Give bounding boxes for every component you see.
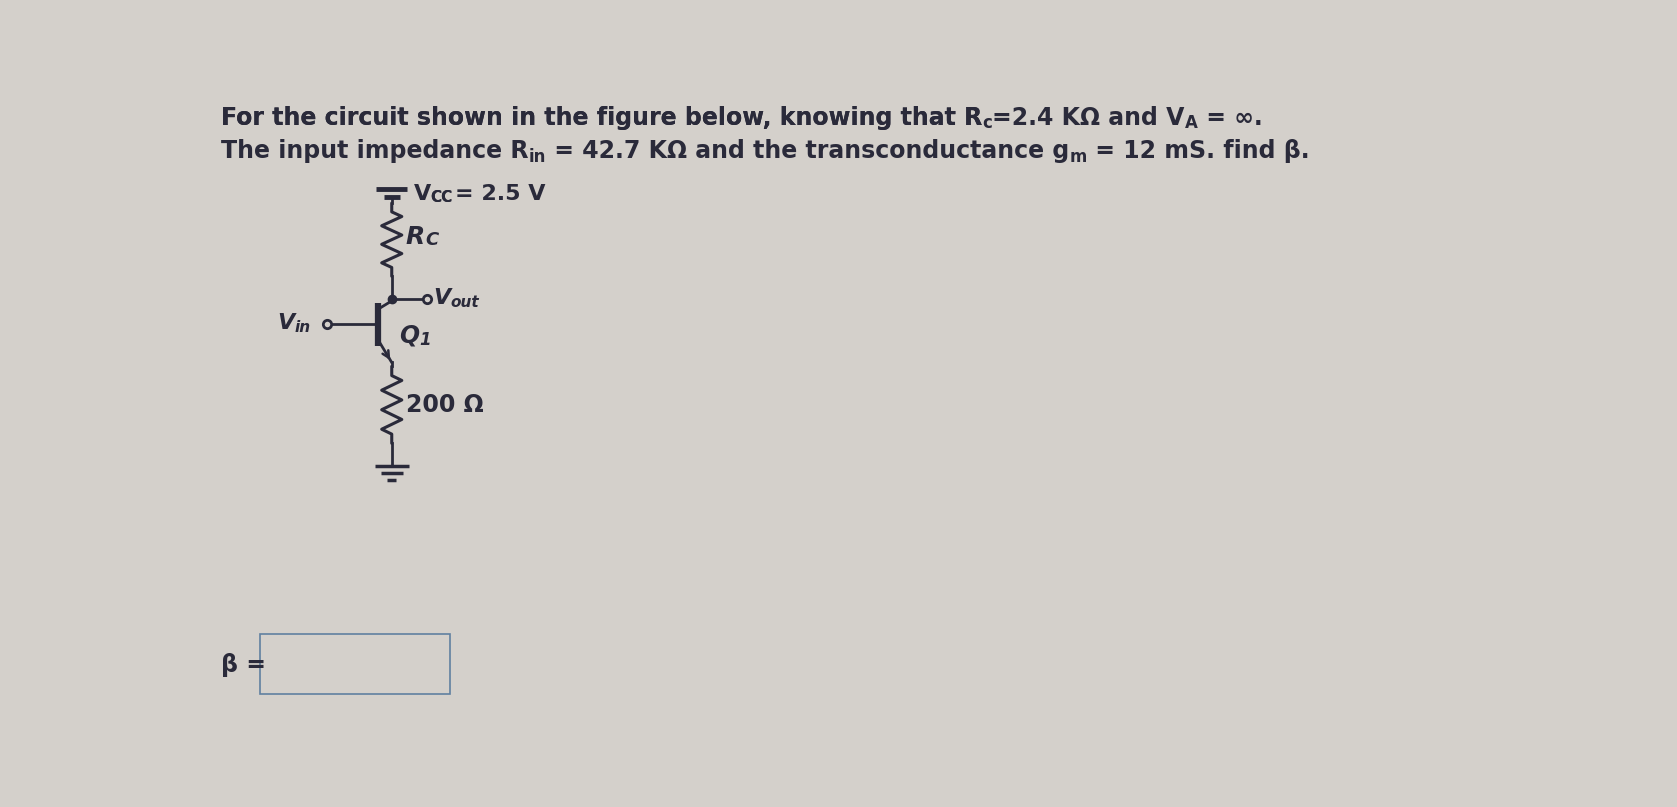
Text: CC: CC: [431, 190, 453, 205]
Text: c: c: [983, 114, 993, 132]
Text: A: A: [1184, 114, 1197, 132]
Text: = 12 mS. find β.: = 12 mS. find β.: [1087, 140, 1310, 164]
Text: The input impedance R: The input impedance R: [221, 140, 528, 164]
Text: in: in: [293, 320, 310, 335]
Text: V: V: [277, 313, 293, 332]
Text: V: V: [414, 184, 431, 204]
Text: = ∞.: = ∞.: [1197, 106, 1263, 130]
Text: Q: Q: [399, 324, 419, 348]
Text: For the circuit shown in the figure below, knowing that R: For the circuit shown in the figure belo…: [221, 106, 983, 130]
Text: V: V: [433, 288, 449, 307]
Text: C: C: [424, 232, 438, 249]
Text: CC: CC: [431, 190, 453, 205]
Text: 200 Ω: 200 Ω: [406, 393, 483, 417]
Text: = 42.7 KΩ and the transconductance g: = 42.7 KΩ and the transconductance g: [547, 140, 1070, 164]
Text: m: m: [1070, 148, 1087, 165]
Text: in: in: [528, 148, 547, 165]
FancyBboxPatch shape: [260, 634, 449, 693]
Text: = 2.5 V: = 2.5 V: [454, 184, 545, 204]
Text: β =: β =: [221, 654, 267, 678]
Text: 1: 1: [419, 331, 431, 349]
Text: For the circuit shown in the figure below, knowing that R: For the circuit shown in the figure belo…: [221, 106, 983, 130]
Text: =2.4 KΩ and V: =2.4 KΩ and V: [993, 106, 1184, 130]
Text: out: out: [449, 295, 478, 310]
Text: R: R: [406, 224, 424, 249]
